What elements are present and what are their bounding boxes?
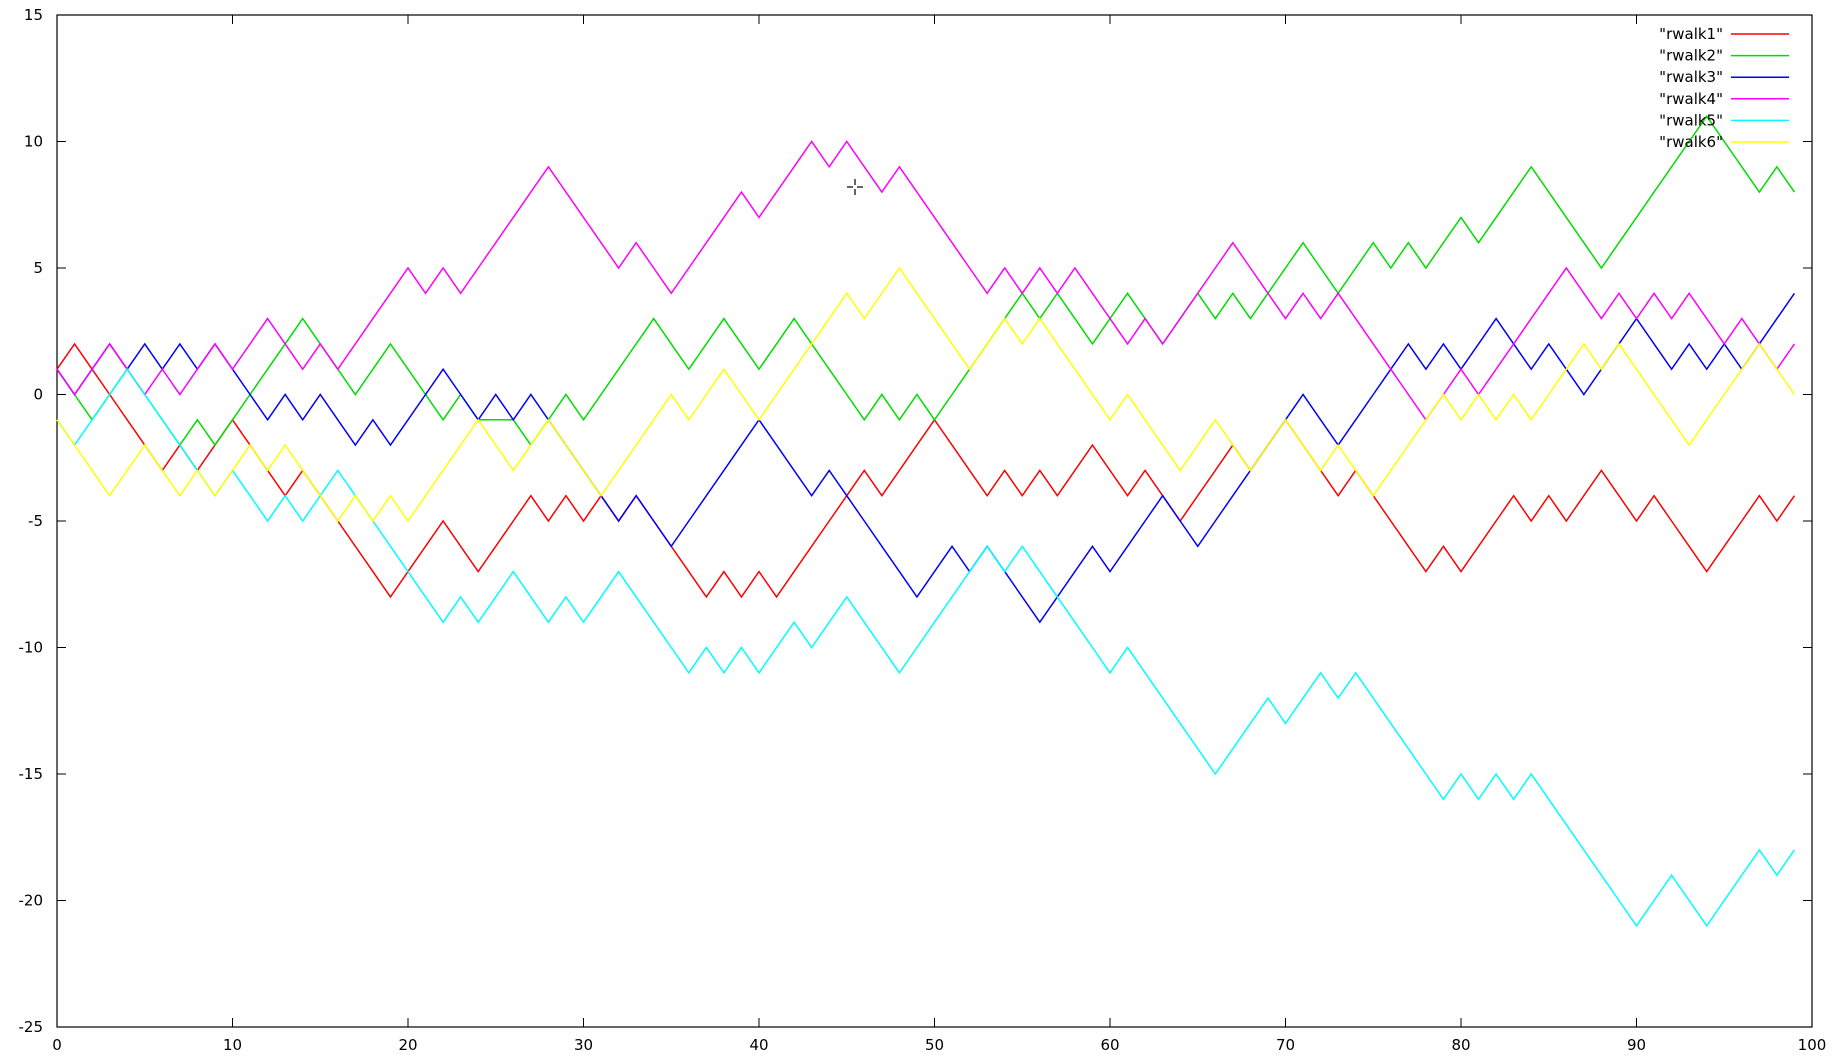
y-tick-label: -15 [19, 765, 44, 783]
legend-label-rwalk1: "rwalk1" [1659, 25, 1723, 43]
plot-frame [56, 14, 1813, 1028]
x-tick-label: 0 [52, 1036, 62, 1054]
x-tick-label: 100 [1798, 1036, 1827, 1054]
x-tick-label: 20 [398, 1036, 417, 1054]
y-tick-label: 10 [24, 133, 43, 151]
legend: "rwalk1" "rwalk2" "rwalk3" "rwalk4" "rwalk5"… [1659, 25, 1789, 151]
x-tick-label: 80 [1451, 1036, 1470, 1054]
x-tick-label: 70 [1276, 1036, 1295, 1054]
legend-label-rwalk5: "rwalk5" [1659, 111, 1723, 129]
series-line-rwalk4 [56, 140, 1796, 422]
x-tick-label: 30 [574, 1036, 593, 1054]
y-tick-label: -25 [19, 1018, 44, 1036]
x-tick-label: 60 [1100, 1036, 1119, 1054]
legend-label-rwalk3: "rwalk3" [1659, 68, 1723, 86]
crosshair-cursor-icon [847, 179, 863, 195]
series-line-rwalk6 [56, 266, 1796, 523]
x-tick-label: 50 [925, 1036, 944, 1054]
y-tick-label: 5 [33, 259, 43, 277]
legend-label-rwalk4: "rwalk4" [1659, 90, 1723, 108]
series-layer [56, 114, 1796, 928]
legend-label-rwalk6: "rwalk6" [1659, 133, 1723, 151]
axis-ticks: 0 10 20 30 40 50 60 70 80 90 100 -25 -20 -15 -10 -5 0 5 10… [19, 6, 1827, 1054]
y-tick-label: 0 [33, 386, 43, 404]
y-tick-label: -5 [28, 512, 43, 530]
x-tick-label: 90 [1627, 1036, 1646, 1054]
series-line-rwalk3 [56, 292, 1796, 624]
series-line-rwalk1 [56, 342, 1796, 599]
y-tick-label: -20 [19, 892, 44, 910]
y-tick-label: 15 [24, 6, 43, 24]
x-tick-label: 10 [223, 1036, 242, 1054]
y-tick-label: -10 [19, 639, 44, 657]
series-line-rwalk5 [56, 367, 1796, 928]
series-line-rwalk2 [56, 114, 1796, 447]
legend-label-rwalk2: "rwalk2" [1659, 47, 1723, 65]
x-tick-label: 40 [749, 1036, 768, 1054]
